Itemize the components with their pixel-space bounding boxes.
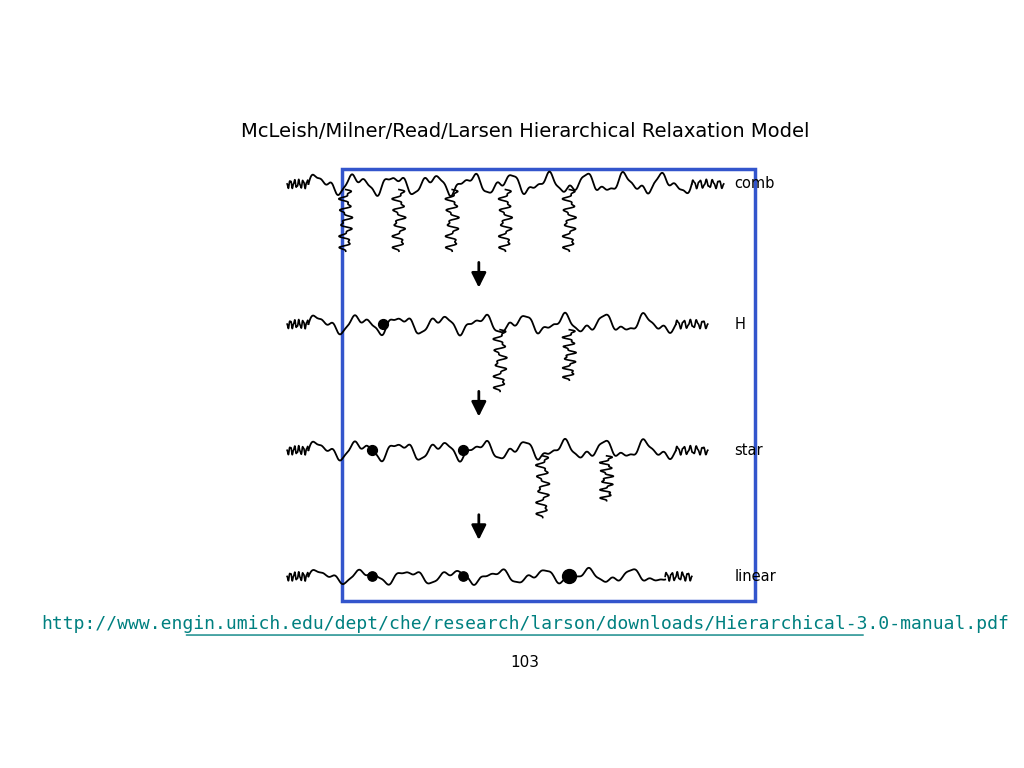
Text: H: H <box>734 316 745 332</box>
Text: star: star <box>734 442 763 458</box>
Text: comb: comb <box>734 177 775 191</box>
Text: 103: 103 <box>510 655 540 670</box>
Point <box>561 570 578 582</box>
Point <box>455 444 471 456</box>
Point <box>455 570 471 582</box>
Point <box>365 444 381 456</box>
Bar <box>342 169 755 601</box>
Point <box>365 570 381 582</box>
Text: http://www.engin.umich.edu/dept/che/research/larson/downloads/Hierarchical-3.0-m: http://www.engin.umich.edu/dept/che/rese… <box>41 615 1009 634</box>
Point <box>375 318 391 330</box>
Text: linear: linear <box>734 569 776 584</box>
Text: McLeish/Milner/Read/Larsen Hierarchical Relaxation Model: McLeish/Milner/Read/Larsen Hierarchical … <box>241 121 809 141</box>
